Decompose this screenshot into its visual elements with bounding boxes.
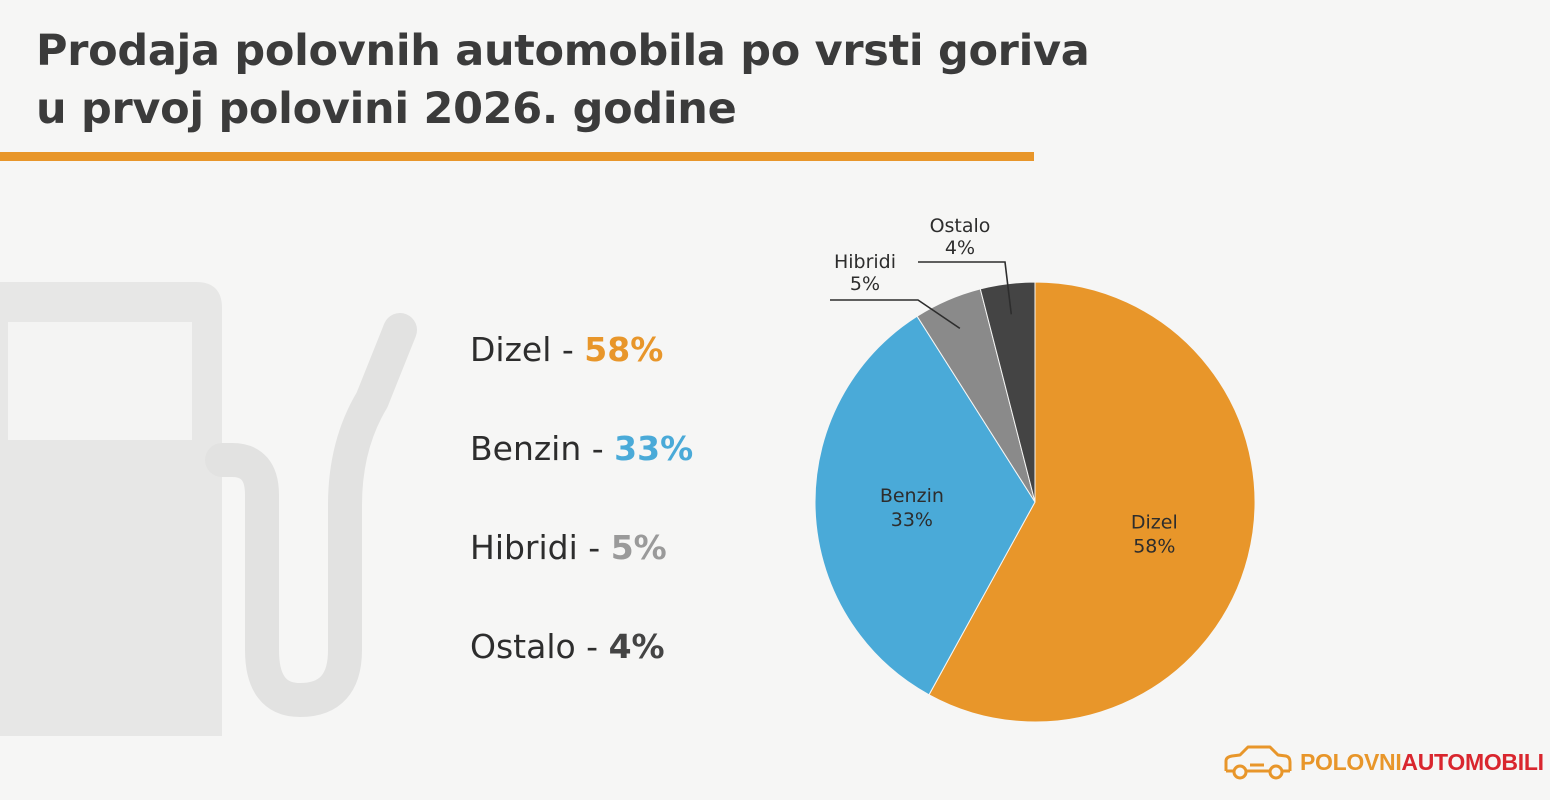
- car-icon: [1224, 745, 1292, 780]
- legend-list: Dizel - 58% Benzin - 33% Hibridi - 5% Os…: [470, 300, 693, 696]
- slice-label-dizel: Dizel: [1131, 512, 1178, 534]
- legend-label-benzin: Benzin -: [470, 429, 604, 468]
- chart-title-line-2: u prvoj polovini 2026. godine: [36, 84, 737, 134]
- chart-title-line-1: Prodaja polovnih automobila po vrsti gor…: [36, 26, 1090, 76]
- title-underline: [0, 152, 1034, 161]
- brand-logo: POLOVNIAUTOMOBILI: [1220, 742, 1544, 782]
- slice-value-benzin: 33%: [891, 509, 933, 531]
- legend-item-benzin: Benzin - 33%: [470, 399, 693, 498]
- legend-value-ostalo: 4%: [608, 627, 665, 666]
- legend-item-ostalo: Ostalo - 4%: [470, 597, 693, 696]
- slice-label-ostalo: Ostalo: [930, 215, 991, 237]
- legend-label-ostalo: Ostalo -: [470, 627, 599, 666]
- legend-label-hibridi: Hibridi -: [470, 528, 601, 567]
- legend-value-hibridi: 5%: [610, 528, 667, 567]
- pie-slice-benzin: [814, 315, 1036, 696]
- legend-item-hibridi: Hibridi - 5%: [470, 498, 693, 597]
- slice-value-hibridi: 5%: [850, 273, 880, 295]
- legend-value-benzin: 33%: [614, 429, 694, 468]
- logo-text-polovni: POLOVNI: [1300, 748, 1402, 775]
- slice-label-benzin: Benzin: [880, 485, 944, 507]
- fuel-pump-icon: [0, 282, 417, 736]
- slice-value-dizel: 58%: [1133, 536, 1175, 558]
- pie-slice-dizel: [928, 281, 1256, 723]
- slice-value-ostalo: 4%: [945, 237, 975, 259]
- legend-label-dizel: Dizel -: [470, 330, 574, 369]
- leader-line-hibridi: [830, 299, 961, 330]
- legend-item-dizel: Dizel - 58%: [470, 300, 693, 399]
- leader-line-ostalo: [918, 261, 1013, 315]
- chart-title: Prodaja polovnih automobila po vrsti gor…: [36, 22, 1090, 138]
- logo-text-automobili: AUTOMOBILI: [1401, 748, 1544, 775]
- slice-label-hibridi: Hibridi: [834, 251, 896, 273]
- legend-value-dizel: 58%: [584, 330, 664, 369]
